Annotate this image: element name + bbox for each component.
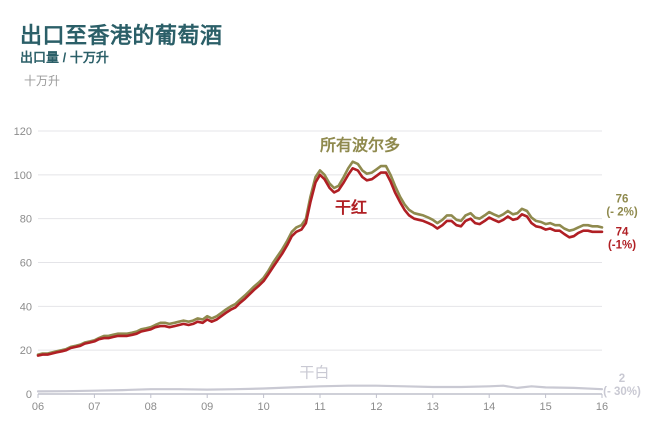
end-value-all-bordeaux: 76 <box>616 193 629 205</box>
line-dry-white <box>36 384 604 393</box>
x-tick-label-06: 06 <box>32 401 44 413</box>
end-value-dry-red: 74 <box>616 226 629 238</box>
y-tick-label-100: 100 <box>14 170 32 182</box>
x-tick-label-14: 14 <box>483 401 495 413</box>
page-title: 出口至香港的葡萄酒 <box>20 23 223 48</box>
line-dry-red <box>36 167 604 357</box>
line-all-bordeaux <box>36 160 604 356</box>
series-label-all-bordeaux: 所有波尔多 <box>320 136 400 155</box>
end-change-dry-white: (- 30%) <box>603 386 641 398</box>
chart-subtitle: 出口量 / 十万升 <box>20 50 109 65</box>
y-tick-label-80: 80 <box>20 214 32 226</box>
y-tick-label-40: 40 <box>20 301 32 313</box>
x-tick-label-15: 15 <box>539 401 551 413</box>
x-tick-label-16: 16 <box>596 401 608 413</box>
series-label-dry-white: 干白 <box>299 365 329 382</box>
x-tick-label-07: 07 <box>88 401 100 413</box>
x-tick-label-08: 08 <box>145 401 157 413</box>
series-label-dry-red: 干红 <box>335 198 367 217</box>
end-change-all-bordeaux: (- 2%) <box>606 206 637 218</box>
y-tick-label-60: 60 <box>20 258 32 270</box>
end-value-dry-white: 2 <box>619 373 625 385</box>
end-change-dry-red: (-1%) <box>608 239 636 251</box>
y-tick-label-120: 120 <box>14 126 32 138</box>
y-axis-unit-label: 十万升 <box>24 74 61 88</box>
x-tick-label-10: 10 <box>257 401 269 413</box>
x-tick-label-09: 09 <box>201 401 213 413</box>
y-tick-label-0: 0 <box>26 389 32 401</box>
x-tick-label-13: 13 <box>427 401 439 413</box>
x-tick-label-12: 12 <box>370 401 382 413</box>
x-tick-label-11: 11 <box>314 401 325 413</box>
y-tick-label-20: 20 <box>20 345 32 357</box>
